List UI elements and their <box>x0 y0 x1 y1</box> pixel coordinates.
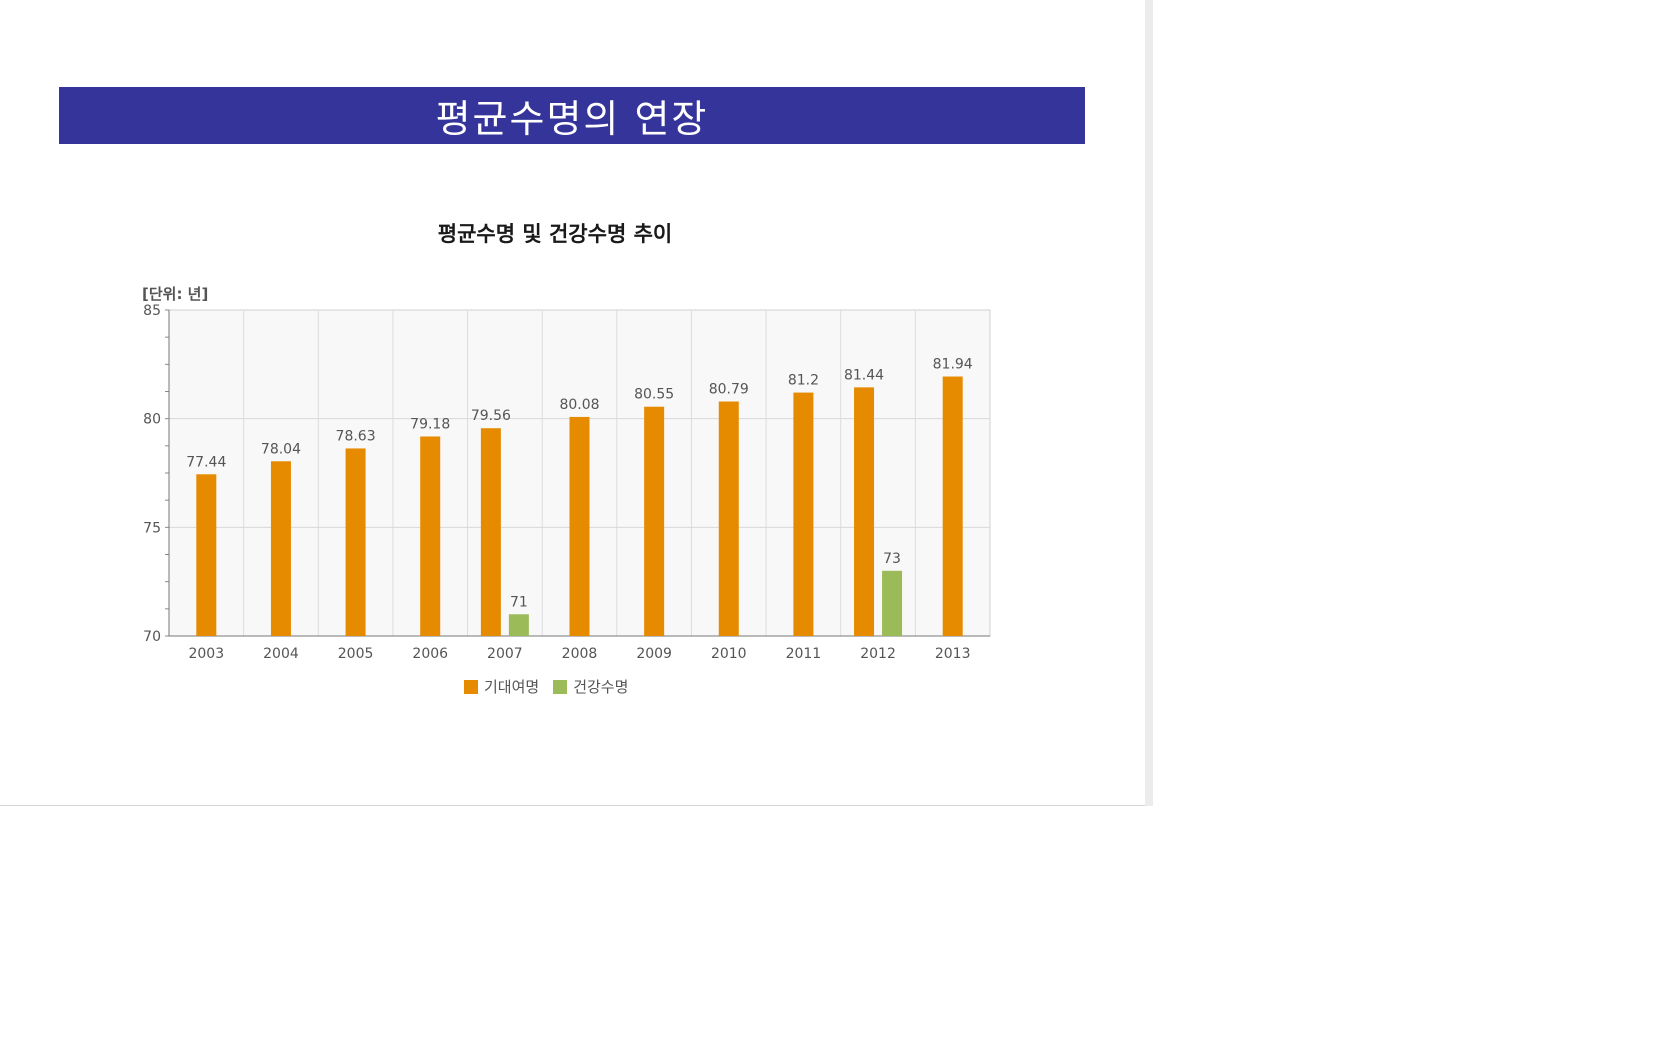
data-label-expectancy: 80.55 <box>634 387 674 403</box>
bar-expectancy <box>345 448 366 636</box>
data-label-expectancy: 77.44 <box>186 454 226 470</box>
x-tick-label: 2005 <box>338 646 374 662</box>
bar-healthy <box>508 614 529 636</box>
bar-expectancy <box>793 392 814 636</box>
y-tick-label: 70 <box>143 629 161 645</box>
bar-healthy <box>882 570 903 636</box>
data-label-expectancy: 81.94 <box>933 357 973 373</box>
data-label-expectancy: 78.63 <box>336 428 376 444</box>
x-tick-label: 2004 <box>263 646 299 662</box>
bar-expectancy <box>718 401 739 636</box>
chart-title: 평균수명 및 건강수명 추이 <box>437 222 673 246</box>
x-tick-label: 2008 <box>562 646 598 662</box>
legend-swatch-expectancy <box>464 679 478 694</box>
x-tick-label: 2011 <box>786 646 822 662</box>
data-label-expectancy: 81.2 <box>788 373 819 389</box>
data-label-healthy: 73 <box>883 551 901 567</box>
data-label-expectancy: 80.08 <box>559 397 599 413</box>
x-tick-label: 2010 <box>711 646 747 662</box>
bar-expectancy <box>942 376 963 636</box>
chart-legend: 기대여명 건강수명 <box>464 676 634 697</box>
bar-chart: 70 75 80 85 77.44 2003 78.04 2004 78.63 2005 79.18… <box>143 303 991 662</box>
bar-expectancy <box>480 428 501 636</box>
unit-label: [단위: 년] <box>142 285 209 303</box>
data-label-expectancy: 78.04 <box>261 441 301 457</box>
bar-expectancy <box>644 406 665 636</box>
bar-expectancy <box>270 461 291 636</box>
x-tick-label: 2007 <box>487 646 523 662</box>
data-label-expectancy: 80.79 <box>709 381 749 397</box>
slide-title: 평균수명의 연장 <box>59 87 1085 144</box>
y-tick-label: 80 <box>143 412 161 428</box>
legend-label-healthy: 건강수명 <box>573 678 629 696</box>
x-tick-label: 2012 <box>860 646 896 662</box>
x-tick-label: 2006 <box>412 646 448 662</box>
legend-item-expectancy: 기대여명 <box>464 676 539 697</box>
y-tick-label: 85 <box>143 303 161 319</box>
data-label-expectancy: 81.44 <box>844 367 884 383</box>
slide-edge <box>1145 0 1153 806</box>
x-tick-label: 2009 <box>636 646 672 662</box>
bar-expectancy <box>196 474 217 636</box>
data-label-expectancy: 79.56 <box>471 408 511 424</box>
bar-expectancy <box>569 416 590 636</box>
bar-expectancy <box>854 387 875 636</box>
x-tick-label: 2013 <box>935 646 971 662</box>
slide: 평균수명의 연장 평균수명 및 건강수명 추이 [단위: 년] 70 75 80 85… <box>0 87 1145 806</box>
data-label-expectancy: 79.18 <box>410 416 450 432</box>
x-tick-label: 2003 <box>188 646 224 662</box>
legend-item-healthy: 건강수명 <box>553 676 628 697</box>
legend-label-expectancy: 기대여명 <box>484 678 540 696</box>
data-label-healthy: 71 <box>510 594 528 610</box>
legend-swatch-healthy <box>553 679 568 694</box>
y-tick-label: 75 <box>143 520 161 536</box>
bar-expectancy <box>420 436 441 636</box>
